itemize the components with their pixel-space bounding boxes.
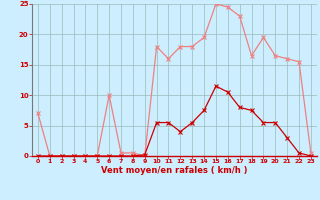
- X-axis label: Vent moyen/en rafales ( km/h ): Vent moyen/en rafales ( km/h ): [101, 166, 248, 175]
